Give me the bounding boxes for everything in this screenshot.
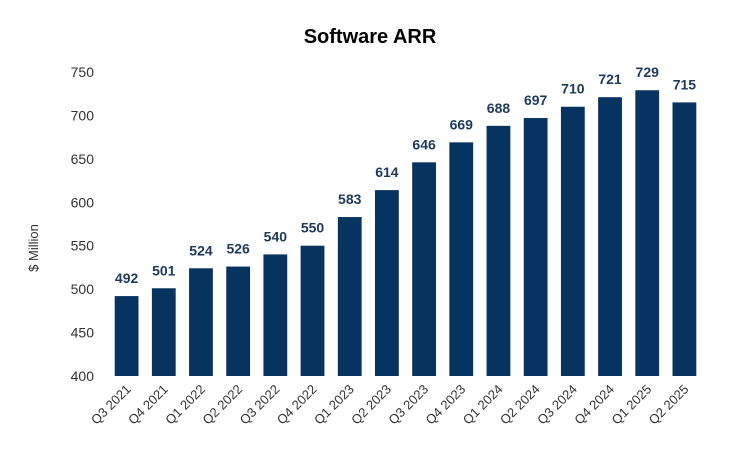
data-label: 614 [375,164,399,180]
bar [151,288,176,376]
data-label: 669 [450,116,474,132]
bar [560,106,585,376]
y-tick-label: 750 [71,64,95,80]
x-tick-label: Q3 2023 [385,382,431,428]
bar [635,90,660,377]
data-label: 524 [189,242,213,258]
x-tick-label: Q3 2022 [237,382,283,428]
bar [412,162,436,376]
data-label: 550 [301,220,325,236]
data-label: 697 [524,92,548,108]
data-label: 492 [115,270,139,286]
x-tick-label: Q1 2023 [311,382,357,428]
bar [449,142,474,376]
bar [672,102,697,377]
x-tick-label: Q4 2022 [274,382,320,428]
data-label: 583 [338,191,362,207]
x-tick-label: Q2 2022 [199,382,245,428]
y-tick-label: 600 [71,194,95,210]
data-label: 721 [598,71,622,87]
bar [114,296,139,376]
bar [337,217,362,376]
chart-title: Software ARR [304,26,437,48]
x-tick-label: Q2 2024 [497,382,543,428]
y-tick-label: 450 [71,325,95,341]
data-label: 729 [636,64,660,80]
y-tick-label: 650 [71,151,95,167]
x-tick-label: Q4 2024 [571,382,617,428]
bars-group [114,90,697,377]
data-label: 526 [226,241,250,257]
y-tick-label: 500 [71,281,95,297]
x-tick-label: Q1 2022 [162,382,208,428]
data-label: 540 [264,228,288,244]
bar [189,268,213,376]
bar [486,125,511,376]
y-tick-label: 400 [71,368,95,384]
x-tick-label: Q3 2024 [534,382,580,428]
y-tick-label: 550 [71,238,95,254]
data-label: 646 [412,136,436,152]
bar [300,245,325,376]
data-label: 688 [487,100,511,116]
data-label: 710 [561,81,585,97]
x-tick-label: Q4 2021 [125,382,171,428]
x-tick-label: Q2 2023 [348,382,394,428]
bar [226,266,251,376]
bar [263,254,288,376]
data-labels-group: 492 501 524 526 540 550 583 614 646 669 688 697 710 7… [115,64,696,286]
bar [375,190,399,376]
y-axis-title: $ Million [26,224,41,272]
x-tick-label: Q2 2025 [646,382,692,428]
bar [523,118,548,376]
data-label: 501 [152,262,176,278]
x-tick-label: Q3 2021 [88,382,134,428]
data-label: 715 [673,76,697,92]
bar [598,97,622,376]
y-tick-label: 700 [71,107,95,123]
y-axis: 400 450 500 550 600 650 700 750 [71,64,95,384]
x-tick-label: Q1 2025 [608,382,654,428]
x-tick-label: Q4 2023 [423,382,469,428]
x-tick-label: Q1 2024 [460,382,506,428]
